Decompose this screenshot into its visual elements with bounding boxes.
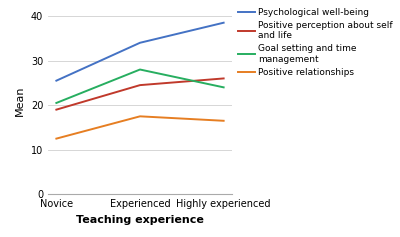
Legend: Psychological well-being, Positive perception about self
and life, Goal setting : Psychological well-being, Positive perce… [238,8,393,77]
X-axis label: Teaching experience: Teaching experience [76,215,204,225]
Y-axis label: Mean: Mean [15,86,25,116]
